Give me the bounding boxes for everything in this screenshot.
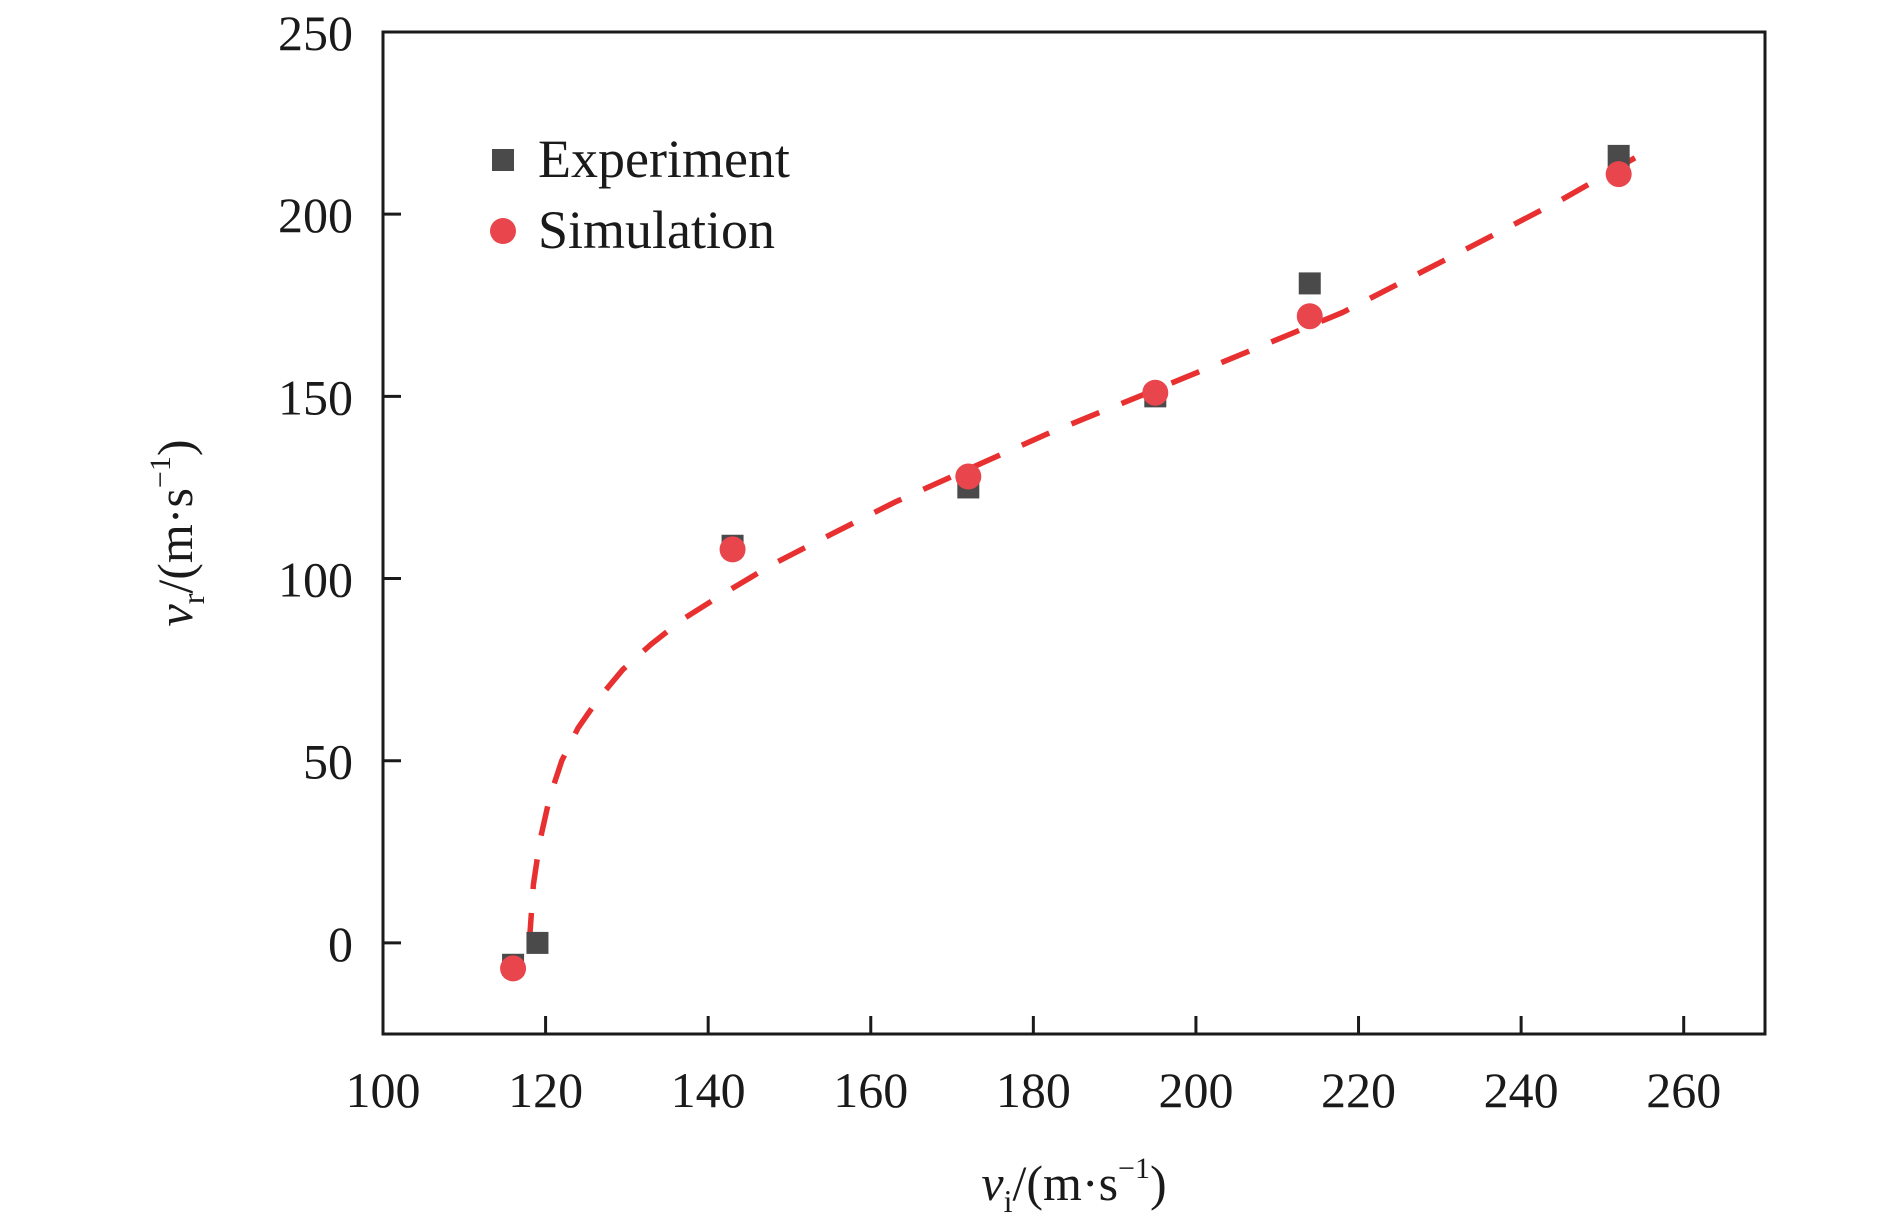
y-tick-label: 0: [328, 916, 353, 972]
x-axis-label-exp: −1: [1118, 1152, 1150, 1185]
x-tick-label: 100: [346, 1062, 421, 1118]
y-axis-label-close: ): [147, 440, 203, 457]
experiment-point: [526, 931, 549, 954]
y-axis-ticks: 0 50 100 150 200 250: [278, 5, 401, 972]
simulation-point: [719, 536, 746, 563]
legend-label-experiment: Experiment: [538, 129, 790, 189]
y-tick-label: 250: [278, 5, 353, 61]
simulation-point: [1142, 379, 1169, 406]
x-tick-label: 200: [1158, 1062, 1233, 1118]
x-axis-label-close: ): [1150, 1155, 1167, 1211]
legend-label-simulation: Simulation: [538, 200, 775, 260]
y-tick-label: 50: [303, 734, 353, 790]
x-axis-label-unit: /(m·s: [1012, 1155, 1118, 1211]
fit-curve: [526, 146, 1653, 944]
x-axis-ticks: 100 120 140 160 180 200 220 240 260: [346, 1016, 1721, 1118]
x-tick-label: 180: [996, 1062, 1071, 1118]
y-axis-label: vr/(m·s−1): [144, 440, 211, 627]
x-axis-label-var: v: [981, 1155, 1004, 1211]
x-axis-label-sub: i: [1004, 1183, 1013, 1219]
legend: Experiment Simulation: [490, 129, 790, 260]
fit-curve-layer: [526, 146, 1653, 944]
data-marks-layer: [500, 144, 1632, 982]
experiment-point: [1607, 144, 1630, 167]
x-tick-label: 140: [671, 1062, 746, 1118]
y-tick-label: 150: [278, 369, 353, 425]
y-axis-label-var: v: [147, 603, 203, 626]
x-tick-label: 120: [508, 1062, 583, 1118]
x-tick-label: 240: [1484, 1062, 1559, 1118]
x-tick-label: 220: [1321, 1062, 1396, 1118]
x-tick-label: 160: [833, 1062, 908, 1118]
y-tick-label: 200: [278, 187, 353, 243]
simulation-point: [500, 955, 527, 982]
x-axis-label: vi/(m·s−1): [981, 1152, 1166, 1219]
legend-marker-experiment: [492, 149, 514, 171]
simulation-point: [955, 463, 982, 490]
y-axis-label-sub: r: [175, 593, 211, 604]
y-axis-label-unit: /(m·s: [147, 488, 203, 594]
x-tick-label: 260: [1646, 1062, 1721, 1118]
plot-frame: [381, 30, 1767, 1036]
y-tick-label: 100: [278, 552, 353, 608]
legend-marker-simulation: [490, 218, 516, 244]
simulation-point: [1605, 161, 1632, 188]
experiment-point: [1298, 272, 1321, 295]
simulation-point: [1296, 303, 1323, 330]
y-axis-label-exp: −1: [144, 456, 177, 488]
